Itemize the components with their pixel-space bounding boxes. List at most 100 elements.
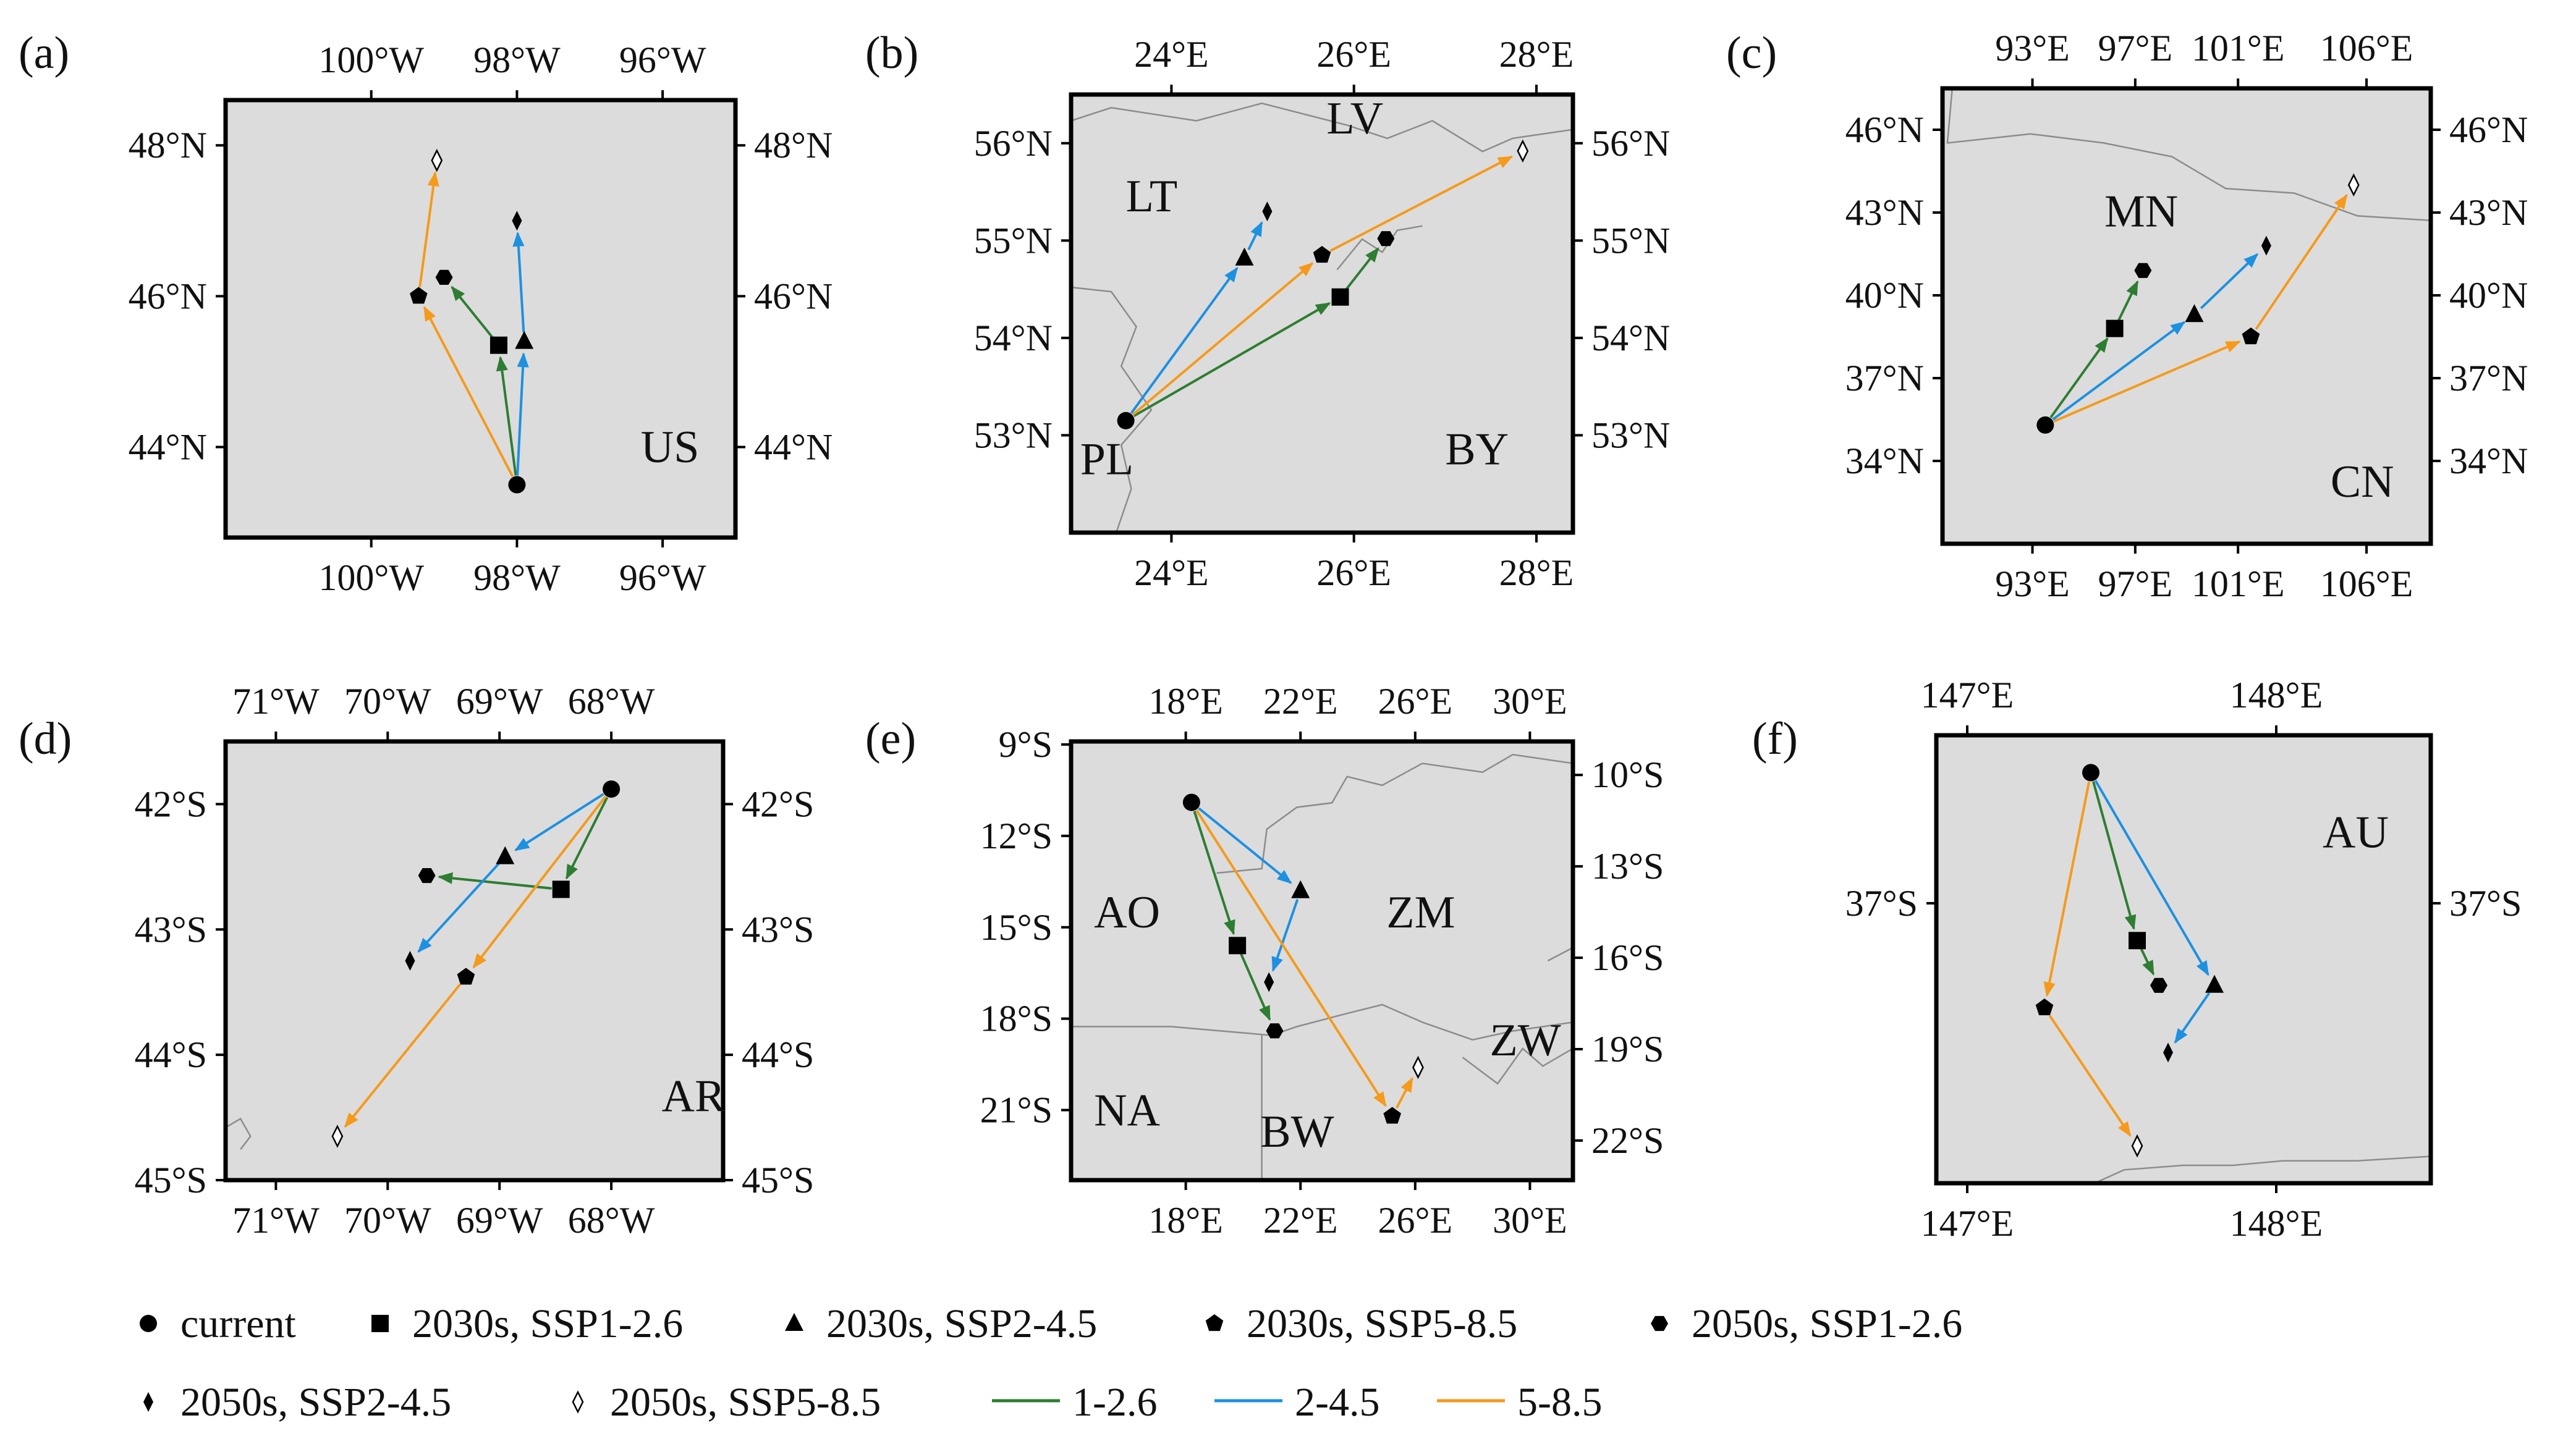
x-tick-label-top: 69°W	[456, 681, 543, 722]
trajectory-arrow-2030s_ssp245	[1198, 807, 1292, 884]
point-2050s_ssp126-shape	[2150, 977, 2167, 993]
y-tick-label-right: 55°N	[1591, 220, 1670, 261]
panel-f: 147°E 147°E 148°E 148°E 37°S 37°S (f) AU	[1752, 675, 2522, 1244]
country-label-mn: MN	[2104, 186, 2178, 237]
legend-label: 2050s, SSP2-4.5	[180, 1380, 451, 1425]
point-2030s_ssp126-shape	[489, 336, 507, 354]
y-tick-label-right: 43°S	[742, 909, 814, 950]
y-tick-label-left: 54°N	[974, 318, 1053, 358]
point-2030s_ssp585	[1383, 1107, 1401, 1124]
legend-marker-open-diamond-shape	[572, 1390, 584, 1414]
y-tick-label-left: 55°N	[974, 220, 1053, 261]
trajectory-arrow-2050s_ssp245	[1271, 899, 1299, 972]
trajectory-arrow-2030s_ssp585	[472, 795, 607, 969]
x-tick-label-top: 97°E	[2098, 28, 2173, 69]
trajectory-arrow-2030s_ssp126	[565, 796, 609, 880]
x-tick-label-top: 96°W	[619, 40, 706, 80]
x-tick-label-bottom: 148°E	[2230, 1203, 2323, 1244]
point-2030s_ssp245	[496, 846, 515, 864]
point-current-shape	[603, 780, 621, 798]
country-label-zw: ZW	[1489, 1015, 1561, 1066]
point-2050s_ssp245-shape	[1262, 201, 1273, 222]
y-tick-label-left: 56°N	[974, 123, 1053, 164]
point-2050s_ssp126	[435, 269, 453, 285]
point-2030s_ssp585	[457, 968, 475, 985]
point-2050s_ssp585	[2131, 1134, 2143, 1158]
point-current	[2036, 416, 2054, 434]
trajectory-arrow-2030s_ssp245	[1130, 266, 1239, 414]
y-tick-label-right: 42°S	[742, 783, 814, 824]
trajectory-arrow-2030s_ssp126	[496, 356, 517, 476]
trajectory-arrow-2050s_ssp126	[2117, 280, 2139, 321]
legend-label: 2030s, SSP2-4.5	[826, 1301, 1097, 1346]
trajectory-arrow-2050s_ssp585	[418, 171, 439, 287]
point-current	[2082, 764, 2099, 782]
point-2030s_ssp585	[2242, 327, 2260, 345]
country-label-cn: CN	[2331, 457, 2394, 507]
trajectory-arrow-2050s_ssp126	[2140, 948, 2155, 976]
x-tick-label-top: 70°W	[344, 681, 431, 722]
country-label-us: US	[641, 422, 700, 473]
x-tick-label-top: 106°E	[2320, 28, 2413, 69]
trajectory-arrow-2030s_ssp126	[2049, 337, 2109, 418]
legend-marker-hexagon	[1651, 1315, 1668, 1332]
point-2050s_ssp585	[431, 148, 443, 172]
x-tick-label-top: 26°E	[1378, 681, 1452, 722]
trajectory-arrow-2050s_ssp585	[1395, 1077, 1413, 1109]
panel-label: (a)	[19, 28, 69, 78]
point-2030s_ssp126	[489, 336, 507, 354]
x-tick-label-top: 71°W	[232, 681, 320, 722]
y-tick-label-left: 40°N	[1845, 275, 1924, 316]
map-frame	[1940, 86, 2433, 546]
point-2050s_ssp585-shape	[1517, 139, 1529, 163]
map-frame	[1934, 733, 2433, 1186]
trajectory-arrow-2050s_ssp126	[1345, 247, 1379, 291]
country-label-ao: AO	[1094, 887, 1160, 938]
legend-marker-circle-shape	[140, 1315, 157, 1332]
point-2030s_ssp245-shape	[1291, 880, 1310, 898]
y-tick-label-right: 43°N	[2449, 192, 2528, 233]
country-label-pl: PL	[1080, 434, 1133, 484]
y-tick-label-left: 43°N	[1845, 192, 1924, 233]
point-2050s_ssp126-shape	[435, 269, 453, 285]
trajectory-arrow-2030s_ssp245	[2094, 780, 2210, 976]
country-label-zm: ZM	[1386, 887, 1455, 938]
panel-a: 100°W 100°W 98°W 98°W 96°W 96°W 44°N 44°N 46°N 46…	[19, 28, 833, 598]
trajectory-arrow-2050s_ssp585	[2048, 1015, 2132, 1137]
legend-marker-triangle	[785, 1313, 803, 1331]
point-2030s_ssp585-shape	[457, 968, 475, 985]
point-current-shape	[1182, 793, 1200, 811]
country-border	[1070, 286, 1153, 533]
y-tick-label-right: 44°N	[754, 427, 833, 468]
y-tick-label-left: 37°N	[1845, 358, 1924, 399]
x-tick-label-top: 148°E	[2230, 675, 2323, 715]
y-tick-label-left: 42°S	[135, 783, 207, 824]
point-2050s_ssp585-shape	[2131, 1134, 2143, 1158]
legend-marker-thin-diamond	[143, 1392, 153, 1412]
legend-label: 2050s, SSP1-2.6	[1692, 1301, 1962, 1346]
point-2050s_ssp585-shape	[431, 148, 443, 172]
point-2030s_ssp585-shape	[2242, 327, 2260, 345]
legend-marker-circle	[140, 1315, 157, 1332]
y-tick-label-right: 40°N	[2449, 275, 2528, 316]
y-tick-label-left: 12°S	[980, 816, 1053, 856]
map-background	[226, 100, 735, 538]
point-2050s_ssp585	[331, 1125, 344, 1148]
panel-b: 24°E 24°E 26°E 26°E 28°E 28°E 53°N 53°N 54°N 54°N…	[865, 28, 1670, 593]
point-2050s_ssp126-shape	[1377, 231, 1395, 247]
legend-marker-open-diamond	[572, 1390, 584, 1414]
y-tick-label-right: 37°N	[2449, 358, 2528, 399]
y-tick-label-left: 9°S	[999, 724, 1053, 765]
point-2050s_ssp245	[2163, 1042, 2173, 1063]
point-2050s_ssp585-shape	[1412, 1055, 1424, 1079]
x-tick-label-bottom: 147°E	[1921, 1203, 2014, 1244]
legend-marker-pentagon	[1205, 1314, 1224, 1332]
point-2050s_ssp126	[1266, 1023, 1284, 1039]
x-tick-label-bottom: 98°W	[473, 557, 561, 598]
point-2030s_ssp126-shape	[1229, 937, 1247, 955]
point-2050s_ssp585	[1517, 139, 1529, 163]
map-background	[1943, 88, 2431, 544]
country-label-na: NA	[1094, 1085, 1160, 1136]
point-2050s_ssp245	[405, 951, 415, 971]
